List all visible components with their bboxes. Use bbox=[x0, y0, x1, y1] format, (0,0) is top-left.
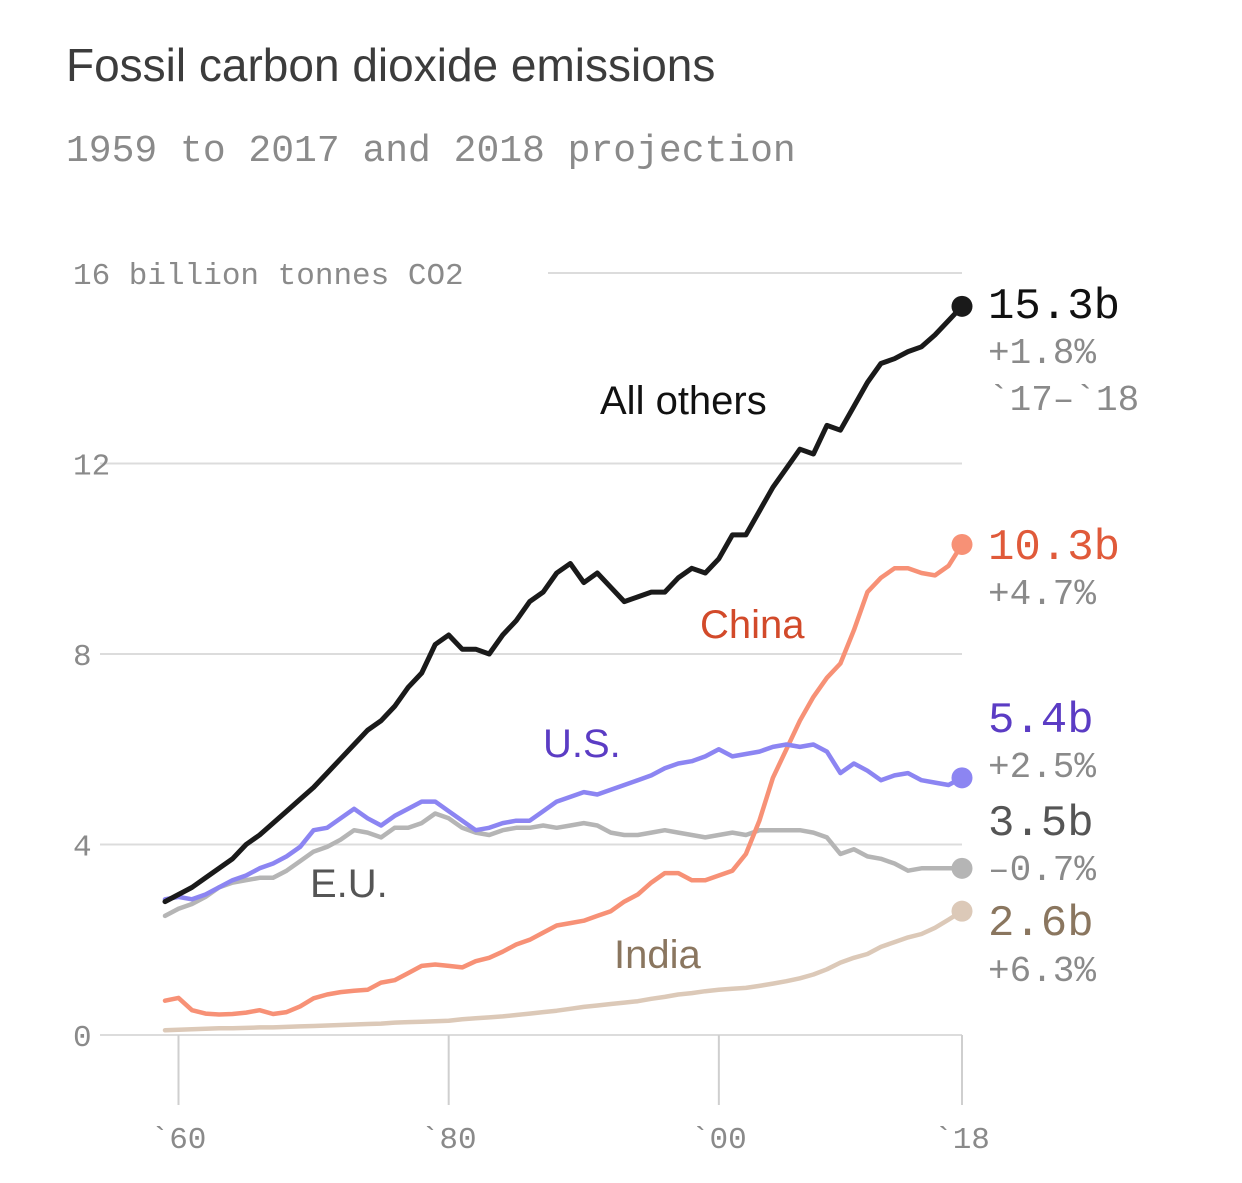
series-line bbox=[162, 542, 965, 1017]
series-line bbox=[162, 303, 965, 905]
end-value-label: 2.6b bbox=[988, 899, 1094, 949]
y-tick-label: 12 bbox=[73, 450, 110, 485]
end-value-label: 3.5b bbox=[988, 799, 1094, 849]
series-name-label: All others bbox=[600, 379, 767, 423]
series-lines bbox=[162, 295, 973, 1033]
series-name-label: E.U. bbox=[310, 862, 388, 906]
series-line bbox=[162, 908, 965, 1033]
axes: 0 4 8 12 16 billion tonnes CO2 `60 `80 `00 `18 bbox=[73, 259, 990, 1158]
series-labels: India E.U. China U.S. All others 2.6b+6.3% 3.5… bbox=[310, 282, 1139, 992]
chart-subtitle: 1959 to 2017 and 2018 projection bbox=[66, 130, 796, 173]
change-period-label: `17–`18 bbox=[988, 380, 1139, 421]
change-label: +6.3% bbox=[988, 951, 1096, 992]
series-line bbox=[162, 811, 965, 919]
y-tick-label: 0 bbox=[73, 1021, 92, 1056]
change-label: +2.5% bbox=[988, 747, 1096, 788]
x-tick-label: `18 bbox=[934, 1123, 990, 1158]
grid-lines bbox=[100, 272, 962, 1036]
series-line bbox=[162, 742, 965, 902]
change-label: +4.7% bbox=[988, 574, 1096, 615]
chart-title: Fossil carbon dioxide emissions bbox=[66, 39, 716, 91]
y-tick-label: 4 bbox=[73, 831, 92, 866]
series-name-label: China bbox=[700, 603, 805, 647]
series-end-dot bbox=[951, 295, 973, 317]
end-value-label: 10.3b bbox=[988, 523, 1120, 573]
series-end-dot bbox=[951, 533, 973, 555]
series-end-dot bbox=[951, 857, 973, 879]
x-tick-label: `60 bbox=[151, 1123, 207, 1158]
end-value-label: 5.4b bbox=[988, 696, 1094, 746]
series-end-dot bbox=[951, 767, 973, 789]
x-tick-label: `80 bbox=[421, 1123, 477, 1158]
end-value-label: 15.3b bbox=[988, 282, 1120, 332]
change-label: –0.7% bbox=[988, 850, 1096, 891]
y-tick-label: 16 billion tonnes CO2 bbox=[73, 259, 464, 294]
series-end-dot bbox=[951, 900, 973, 922]
series-name-label: U.S. bbox=[543, 722, 621, 766]
change-label: +1.8% bbox=[988, 333, 1096, 374]
x-tick-label: `00 bbox=[691, 1123, 747, 1158]
series-name-label: India bbox=[614, 933, 701, 977]
y-tick-label: 8 bbox=[73, 640, 92, 675]
